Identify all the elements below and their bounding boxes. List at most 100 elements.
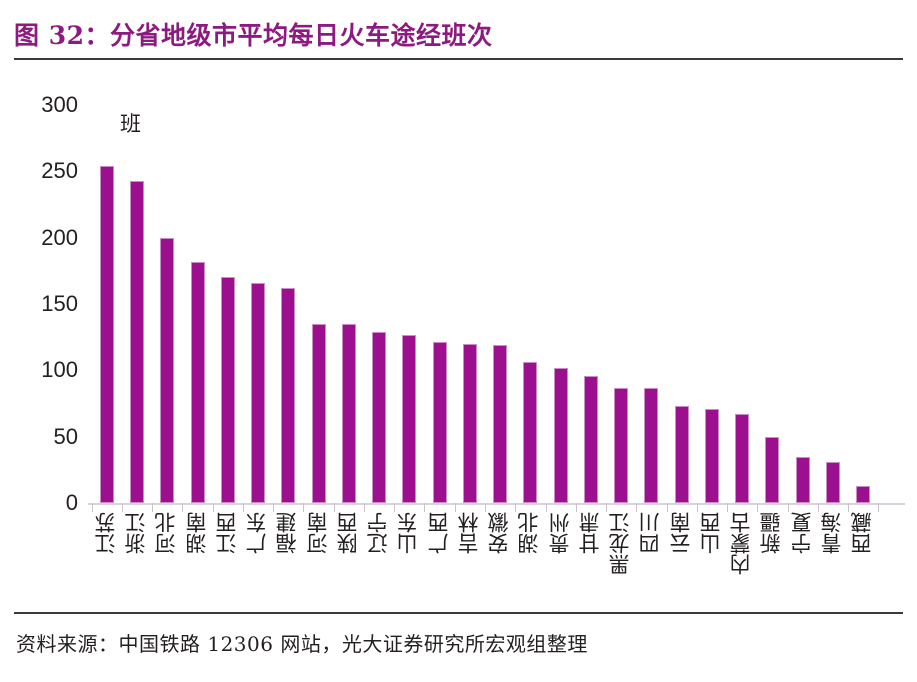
x-axis-tick — [727, 503, 729, 512]
x-axis-tick — [575, 503, 577, 512]
bar — [735, 414, 750, 503]
bar-slot — [455, 105, 485, 503]
bar — [462, 343, 477, 503]
bar-slot — [425, 105, 455, 503]
y-axis-tick-label: 200 — [41, 224, 78, 250]
footer-divider — [14, 612, 903, 614]
bar — [523, 362, 538, 503]
bar — [583, 375, 598, 503]
bar-slot — [788, 105, 818, 503]
x-axis-tick — [485, 503, 486, 512]
bar-slot — [727, 105, 757, 503]
bar — [704, 408, 719, 503]
x-axis-tick — [666, 503, 668, 512]
bar-slot — [485, 105, 515, 503]
x-axis-tick-label: 江苏 — [93, 512, 118, 554]
x-axis-tick-label: 福建 — [275, 512, 300, 554]
bar — [856, 485, 871, 503]
x-axis-tick — [121, 503, 123, 512]
x-axis-tick-label: 广东 — [245, 512, 270, 554]
bar — [825, 461, 840, 503]
bar — [220, 277, 235, 503]
x-axis-tick — [91, 503, 93, 512]
bar — [190, 261, 205, 503]
y-axis-tick-label: 250 — [41, 158, 78, 184]
x-axis-tick-label: 贵州 — [547, 512, 572, 554]
x-axis-tick-label: 湖南 — [184, 512, 209, 554]
x-axis-tick-label: 新疆 — [759, 512, 784, 554]
x-axis-tick — [696, 503, 698, 512]
bar-slot — [606, 105, 636, 503]
x-axis-tick — [242, 503, 244, 512]
bar-slot — [334, 105, 364, 503]
bar — [614, 387, 629, 503]
bar-slot — [515, 105, 545, 503]
bar-slot — [818, 105, 848, 503]
bar-slot — [576, 105, 606, 503]
bar — [281, 288, 296, 503]
bar — [553, 367, 568, 503]
y-axis-tick-label: 50 — [53, 423, 78, 449]
bar-slot — [122, 105, 152, 503]
x-axis-tick — [636, 503, 638, 512]
x-axis-tick — [787, 503, 789, 512]
y-axis-tick-label: 100 — [41, 357, 78, 383]
x-axis-tick-label: 陕西 — [335, 512, 360, 554]
y-axis: 0 50 100 150 200 250 300 — [0, 92, 78, 515]
y-axis-tick-label: 150 — [41, 291, 78, 316]
bar — [130, 180, 145, 503]
x-axis-tick — [273, 503, 275, 512]
bar — [765, 436, 780, 503]
bar-slot — [243, 105, 273, 503]
x-axis-tick-label: 四川 — [638, 512, 663, 554]
x-axis-tick — [182, 503, 184, 512]
x-axis-tick — [878, 503, 880, 512]
plot-area — [88, 105, 905, 503]
x-axis-tick-label: 青海 — [819, 512, 844, 554]
bar-slot — [667, 105, 697, 503]
bar-slot — [848, 105, 878, 503]
bar-slot — [152, 105, 182, 503]
bar — [311, 323, 326, 503]
bar-slot — [757, 105, 787, 503]
x-axis-tick-label: 辽宁 — [366, 512, 391, 554]
bar-slot — [183, 105, 213, 503]
bar — [372, 331, 387, 503]
y-axis-tick-label: 0 — [65, 490, 78, 515]
x-axis-tick-label: 江西 — [214, 512, 239, 554]
x-axis-tick — [545, 503, 547, 512]
bar-slot — [273, 105, 303, 503]
bar-slot — [213, 105, 243, 503]
x-axis-tick-label: 宁夏 — [789, 512, 814, 554]
y-axis-unit-label: 班 — [120, 112, 141, 136]
x-axis-tick-label: 西藏 — [850, 512, 875, 554]
bar-slot — [364, 105, 394, 503]
bar — [493, 345, 508, 503]
bar — [674, 406, 689, 503]
x-axis-tick — [606, 503, 608, 512]
bar — [402, 334, 417, 503]
x-axis-tick-label: 山东 — [396, 512, 421, 554]
bar-slot — [394, 105, 424, 503]
bar-slot — [92, 105, 122, 503]
bar-slot — [697, 105, 727, 503]
bar-slot — [636, 105, 666, 503]
bar-chart: 0 50 100 150 200 250 300 班 江苏 浙江 河北 湖南 江西 广东 福建 河南 陕西辽… — [0, 60, 917, 610]
bar-slot — [304, 105, 334, 503]
bar — [432, 342, 447, 503]
x-axis-tick-label: 湖北 — [517, 512, 542, 554]
bar — [160, 237, 175, 503]
x-axis-tick-label: 浙江 — [124, 512, 149, 554]
x-axis-tick-label: 广西 — [426, 512, 451, 554]
x-axis-tick-label: 山西 — [698, 512, 723, 554]
x-axis-tick — [363, 503, 365, 512]
x-axis-tick — [848, 503, 850, 512]
bar — [341, 323, 356, 503]
y-axis-tick-label: 300 — [41, 92, 78, 117]
x-axis-tick — [333, 503, 335, 512]
x-axis-tick-label: 河北 — [154, 512, 179, 554]
x-axis-baseline — [88, 503, 905, 505]
x-axis-tick — [757, 503, 759, 512]
source-note: 资料来源：中国铁路 12306 网站，光大证券研究所宏观组整理 — [16, 632, 588, 656]
